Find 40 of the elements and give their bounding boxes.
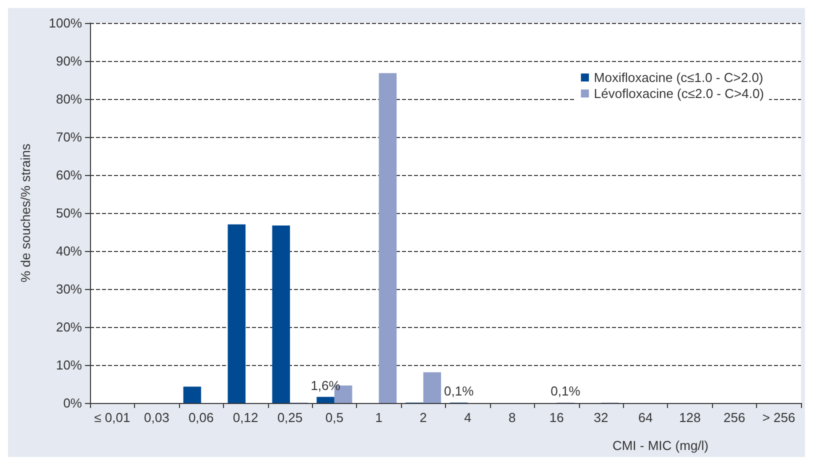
- x-tick-label: 0,5: [325, 410, 344, 425]
- bar: [183, 386, 202, 403]
- y-tick-label: 100%: [48, 16, 82, 30]
- x-tick-label: ≤ 0,01: [94, 410, 130, 425]
- bar: [272, 226, 290, 403]
- y-tick-label: 10%: [56, 358, 82, 372]
- y-tick-label: 0%: [63, 396, 82, 410]
- bar: [423, 372, 442, 403]
- x-tick-label: 256: [723, 410, 746, 425]
- x-tick-label: 2: [420, 410, 427, 425]
- bar: [378, 73, 397, 403]
- x-tick-label: 128: [679, 410, 701, 425]
- x-tick-label: 32: [594, 410, 608, 425]
- x-tick-label: 8: [508, 410, 516, 425]
- x-tick-label: 0,12: [232, 410, 258, 425]
- legend-label: Lévofloxacine (c≤2.0 - C>4.0): [594, 86, 764, 101]
- x-tick-label: > 256: [762, 410, 796, 425]
- x-tick-label: 0,03: [144, 410, 170, 425]
- x-tick-label: 4: [464, 410, 472, 425]
- y-axis-title: % de souches/% strains: [18, 143, 33, 282]
- y-tick-label: 90%: [56, 54, 82, 68]
- x-tick-label: 16: [549, 410, 564, 425]
- legend-label: Moxifloxacine (c≤1.0 - C>2.0): [594, 70, 764, 85]
- x-tick-label: 1: [375, 410, 382, 425]
- data-label: 0,1%: [444, 384, 474, 399]
- y-tick-label: 20%: [56, 320, 82, 334]
- x-tick-label: 0,25: [277, 410, 303, 425]
- y-tick-label: 30%: [56, 282, 82, 296]
- x-tick-label: 64: [638, 410, 653, 425]
- y-tick-label: 50%: [56, 206, 82, 220]
- data-label: 0,1%: [550, 384, 581, 399]
- y-tick-label: 70%: [56, 130, 82, 144]
- y-tick-label: 80%: [56, 92, 82, 106]
- y-tick-label: 40%: [56, 244, 82, 258]
- bar: [228, 224, 246, 403]
- bar: [316, 396, 334, 403]
- y-tick-label: 60%: [56, 168, 82, 182]
- data-label: 1,6%: [310, 378, 341, 393]
- x-axis-title: CMI - MIC (mg/l): [612, 438, 709, 453]
- x-tick-label: 0,06: [188, 410, 214, 425]
